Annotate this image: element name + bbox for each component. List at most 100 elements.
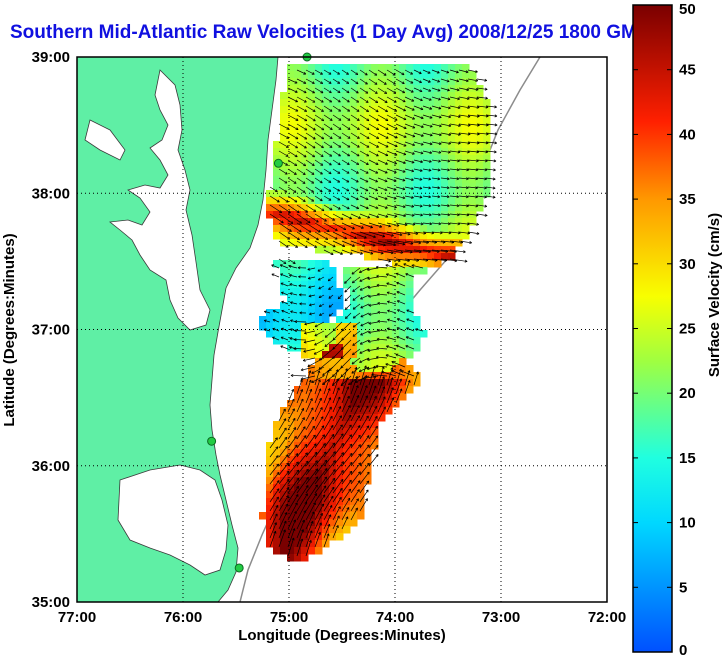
velocity-arrow	[377, 159, 388, 165]
velocity-cell	[336, 337, 344, 345]
velocity-arrow	[332, 87, 341, 94]
velocity-arrow	[368, 240, 386, 246]
velocity-cell	[287, 267, 295, 275]
velocity-cell	[378, 281, 386, 289]
velocity-arrow	[467, 132, 480, 135]
velocity-cell	[336, 505, 344, 513]
velocity-cell	[280, 218, 288, 226]
velocity-cell	[399, 323, 407, 331]
velocity-arrow-head	[347, 170, 350, 174]
velocity-cell	[364, 372, 372, 380]
velocity-arrow	[449, 123, 461, 127]
velocity-cell	[294, 197, 302, 205]
velocity-arrow-head	[352, 297, 355, 301]
velocity-arrow-head	[438, 150, 442, 153]
velocity-arrow-head	[403, 214, 406, 217]
velocity-cell	[413, 134, 421, 142]
velocity-cell	[364, 281, 372, 289]
velocity-arrow-head	[300, 369, 304, 372]
velocity-cell	[329, 120, 337, 128]
velocity-arrow	[287, 132, 299, 140]
velocity-cell	[322, 337, 330, 345]
velocity-cell	[301, 379, 309, 387]
velocity-arrow	[296, 123, 308, 131]
velocity-arrow	[431, 69, 440, 74]
velocity-arrow-head	[385, 162, 388, 165]
velocity-cell	[420, 99, 428, 107]
velocity-arrow-head	[419, 71, 422, 74]
velocity-arrow-head	[340, 252, 343, 255]
velocity-arrow-head	[357, 162, 360, 165]
velocity-cell	[371, 232, 379, 240]
velocity-arrow-head	[339, 118, 342, 121]
velocity-cell	[343, 498, 351, 506]
velocity-arrow	[485, 105, 497, 108]
velocity-arrow-head	[305, 452, 308, 455]
velocity-arrow	[314, 370, 320, 386]
velocity-cell	[413, 71, 421, 79]
velocity-arrow-head	[485, 213, 488, 216]
velocity-arrow-head	[283, 408, 286, 411]
velocity-arrow	[422, 231, 434, 234]
velocity-arrow	[341, 96, 350, 103]
velocity-arrow	[314, 177, 323, 184]
velocity-arrow-head	[314, 451, 318, 454]
velocity-arrow-head	[386, 337, 389, 340]
velocity-cell	[350, 498, 358, 506]
velocity-arrow-head	[329, 189, 332, 192]
velocity-arrow-head	[420, 98, 423, 101]
velocity-cell	[371, 267, 379, 275]
velocity-cell	[385, 253, 393, 261]
velocity-arrow	[377, 114, 389, 121]
velocity-cell	[329, 225, 337, 233]
velocity-cell	[336, 484, 344, 492]
velocity-arrow-head	[475, 195, 478, 198]
velocity-cell	[308, 512, 316, 520]
velocity-arrow	[296, 477, 309, 494]
velocity-cell	[469, 155, 477, 163]
velocity-arrow-head	[381, 366, 384, 369]
velocity-arrow	[467, 204, 478, 207]
velocity-cell	[427, 162, 435, 170]
velocity-arrow-head	[484, 206, 487, 208]
velocity-cell	[434, 218, 442, 226]
velocity-cell	[336, 393, 344, 401]
velocity-arrow-head	[349, 452, 353, 455]
velocity-arrow-head	[314, 342, 317, 346]
velocity-arrow-head	[475, 204, 479, 207]
velocity-arrow-head	[403, 108, 406, 111]
velocity-arrow-head	[293, 519, 296, 522]
velocity-cell	[455, 183, 463, 191]
velocity-arrow	[280, 264, 289, 269]
velocity-arrow	[395, 159, 406, 164]
velocity-arrow	[350, 434, 361, 449]
velocity-arrow-head	[298, 284, 302, 287]
velocity-arrow-head	[475, 178, 478, 181]
velocity-arrow-head	[428, 214, 432, 217]
velocity-arrow-head	[303, 340, 307, 343]
velocity-arrow-head	[447, 169, 450, 172]
velocity-arrow-head	[475, 71, 478, 74]
velocity-cell	[350, 400, 358, 408]
velocity-arrow-head	[475, 78, 479, 82]
velocity-arrow-head	[437, 196, 441, 199]
velocity-arrow-head	[333, 244, 336, 248]
velocity-cell	[329, 533, 337, 541]
velocity-arrow-head	[312, 163, 315, 166]
velocity-arrow-head	[412, 151, 415, 155]
velocity-arrow-head	[351, 280, 354, 284]
velocity-cell	[462, 155, 470, 163]
velocity-cell	[476, 99, 484, 107]
velocity-arrow-head	[404, 143, 407, 147]
velocity-cell	[322, 365, 330, 373]
velocity-cell	[385, 127, 393, 135]
velocity-arrow	[341, 321, 352, 332]
velocity-arrow-head	[396, 309, 400, 312]
velocity-cell	[315, 498, 323, 506]
velocity-cell	[322, 141, 330, 149]
velocity-cell	[301, 484, 309, 492]
velocity-arrow	[305, 484, 318, 503]
velocity-cell	[371, 435, 379, 443]
velocity-cell	[294, 232, 302, 240]
velocity-arrow	[449, 168, 460, 171]
